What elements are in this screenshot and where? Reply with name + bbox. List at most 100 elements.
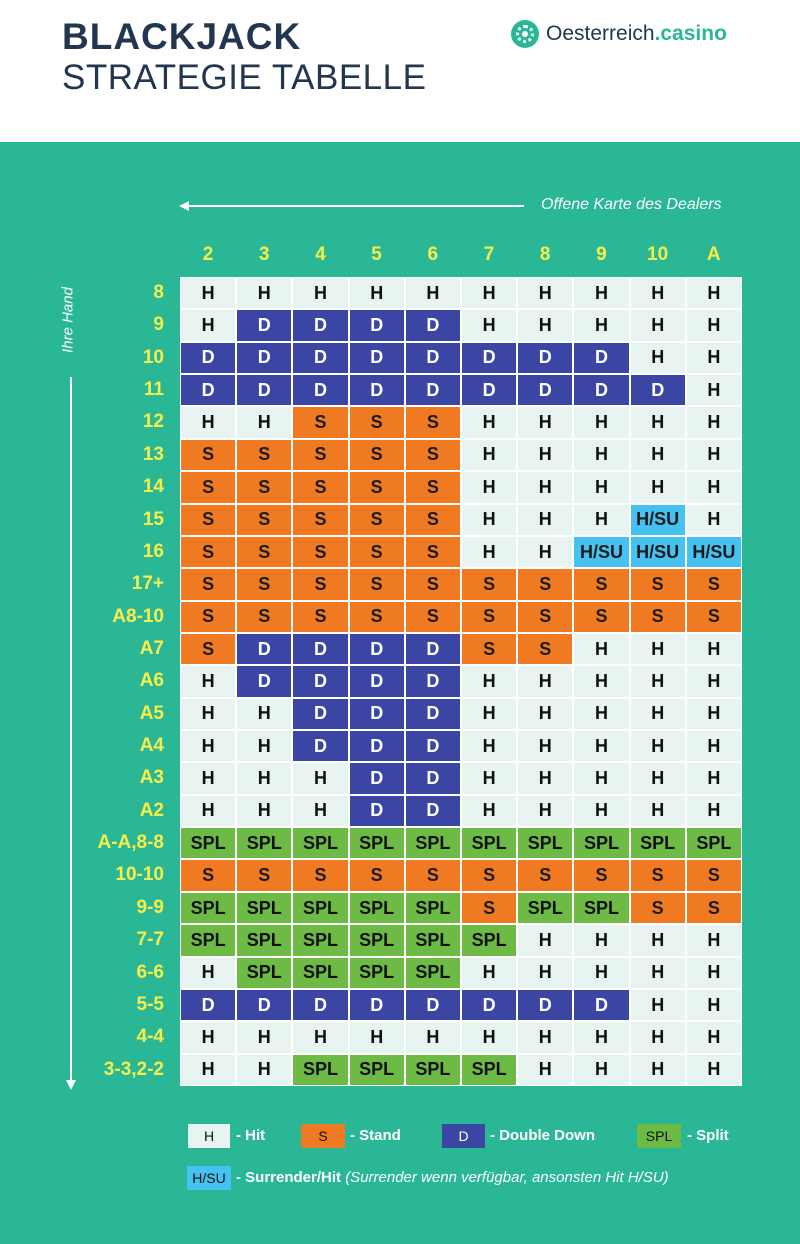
strategy-cell: H	[686, 1022, 741, 1053]
strategy-cell: SPL	[237, 925, 292, 956]
strategy-cell: S	[630, 860, 685, 891]
strategy-cell: H	[574, 439, 629, 471]
strategy-cell: S	[293, 504, 348, 535]
strategy-cell: D	[518, 375, 573, 406]
strategy-cell: SPL	[181, 892, 236, 924]
strategy-cell: H	[518, 278, 573, 309]
strategy-cell: H	[237, 407, 292, 438]
strategy-cell: S	[686, 860, 741, 891]
strategy-cell: H	[574, 795, 629, 827]
strategy-cell: S	[349, 472, 404, 503]
strategy-cell: S	[181, 633, 236, 665]
strategy-cell: H	[686, 989, 741, 1021]
strategy-cell: H/SU	[630, 536, 685, 568]
strategy-cell: S	[405, 407, 460, 438]
strategy-cell: D	[349, 731, 404, 762]
strategy-cell: S	[237, 860, 292, 891]
hand-label: 3-3,2-2	[103, 1058, 164, 1080]
strategy-cell: H	[630, 731, 685, 762]
legend-split-swatch: SPL	[637, 1124, 681, 1148]
strategy-cell: H	[462, 795, 517, 827]
strategy-cell: D	[405, 698, 460, 730]
strategy-cell: S	[293, 601, 348, 632]
strategy-cell: D	[237, 310, 292, 341]
strategy-cell: D	[405, 633, 460, 665]
strategy-cell: S	[181, 504, 236, 535]
strategy-cell: D	[237, 989, 292, 1021]
strategy-cell: H	[686, 666, 741, 697]
strategy-cell: S	[181, 569, 236, 600]
strategy-cell: S	[237, 601, 292, 632]
strategy-cell: S	[518, 569, 573, 600]
legend-stand-label: - Stand	[350, 1127, 401, 1144]
strategy-cell: H	[181, 957, 236, 988]
strategy-cell: H	[405, 278, 460, 309]
strategy-cell: H	[574, 763, 629, 794]
strategy-cell: S	[462, 860, 517, 891]
strategy-cell: H	[462, 536, 517, 568]
strategy-cell: H	[293, 1022, 348, 1053]
strategy-cell: H	[630, 342, 685, 374]
strategy-cell: H	[686, 278, 741, 309]
hand-label: A8-10	[112, 605, 164, 627]
strategy-cell: S	[181, 536, 236, 568]
strategy-cell: SPL	[518, 892, 573, 924]
strategy-cell: H	[686, 504, 741, 535]
strategy-cell: S	[574, 860, 629, 891]
strategy-cell: D	[518, 989, 573, 1021]
legend-surrender-note: (Surrender wenn verfügbar, ansonsten Hit…	[345, 1169, 669, 1186]
strategy-cell: S	[293, 536, 348, 568]
hand-label: A3	[139, 767, 164, 789]
strategy-cell: H	[181, 763, 236, 794]
strategy-cell: SPL	[293, 957, 348, 988]
strategy-cell: S	[181, 439, 236, 471]
strategy-cell: H	[518, 925, 573, 956]
strategy-cell: H	[686, 957, 741, 988]
dealer-card-4: 4	[315, 244, 326, 265]
strategy-cell: H	[686, 472, 741, 503]
strategy-cell: D	[349, 989, 404, 1021]
strategy-cell: H	[462, 957, 517, 988]
strategy-cell: S	[181, 860, 236, 891]
strategy-cell: D	[293, 989, 348, 1021]
strategy-cell: S	[518, 633, 573, 665]
strategy-cell: H	[462, 439, 517, 471]
dealer-card-a: A	[706, 244, 721, 265]
strategy-cell: H	[574, 472, 629, 503]
strategy-cell: H	[686, 342, 741, 374]
strategy-cell: D	[462, 375, 517, 406]
strategy-cell: H	[237, 795, 292, 827]
strategy-cell: S	[405, 601, 460, 632]
strategy-cell: SPL	[349, 957, 404, 988]
strategy-cell: H	[630, 472, 685, 503]
strategy-cell: H	[686, 925, 741, 956]
strategy-cell: H	[686, 763, 741, 794]
hand-label: A2	[139, 799, 164, 821]
strategy-cell: D	[405, 731, 460, 762]
strategy-cell: S	[686, 569, 741, 600]
strategy-cell: H	[686, 795, 741, 827]
strategy-cell: D	[349, 633, 404, 665]
legend-double-label: - Double Down	[490, 1127, 595, 1144]
strategy-cell: S	[237, 472, 292, 503]
hand-label: 16	[142, 540, 164, 562]
strategy-cell: S	[518, 860, 573, 891]
strategy-cell: D	[349, 375, 404, 406]
strategy-cell: SPL	[405, 892, 460, 924]
legend-surrender-label: - Surrender/Hit (Surrender wenn verfügba…	[236, 1166, 669, 1190]
hand-label: A4	[139, 735, 164, 757]
hand-label: 9	[153, 314, 164, 336]
strategy-cell: H	[349, 1022, 404, 1053]
dealer-card-8: 8	[539, 244, 551, 265]
strategy-cell: D	[405, 342, 460, 374]
strategy-cell: S	[462, 633, 517, 665]
strategy-cell: H	[181, 1054, 236, 1085]
strategy-cell: H	[462, 763, 517, 794]
strategy-cell: SPL	[686, 828, 741, 859]
brand-logo[interactable]: Oesterreich.casino	[511, 19, 727, 49]
hand-label: 9-9	[136, 896, 164, 918]
strategy-cell: SPL	[405, 925, 460, 956]
strategy-cell: S	[686, 601, 741, 632]
dealer-card-2: 2	[202, 244, 214, 265]
legend-double-swatch: D	[442, 1124, 485, 1148]
